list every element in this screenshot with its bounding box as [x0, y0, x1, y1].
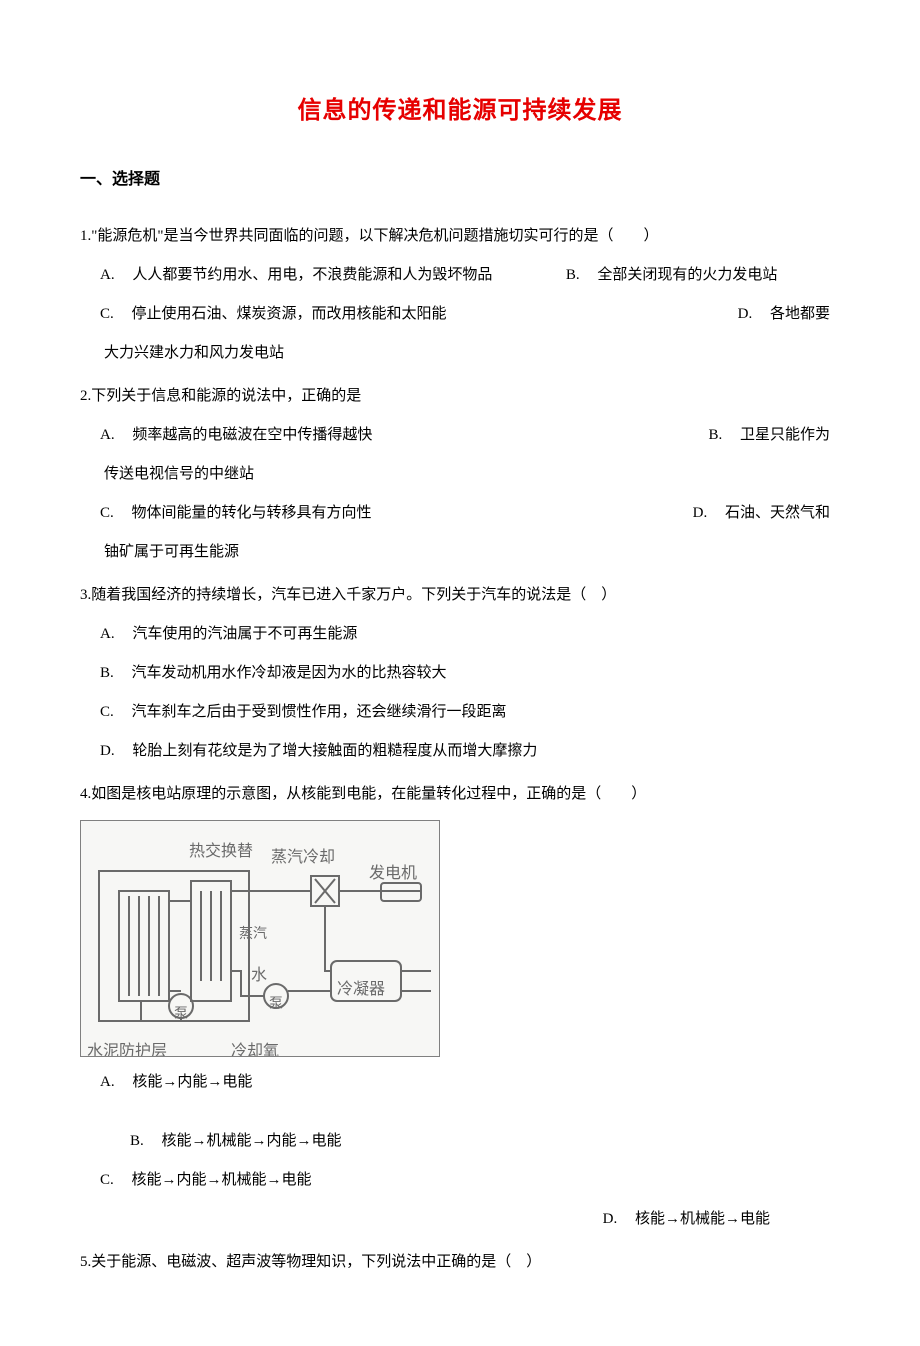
option-b-text: 汽车发动机用水作冷却液是因为水的比热容较大 [132, 665, 447, 681]
option-label-a: A. [100, 626, 115, 642]
option-d-text: 各地都要 [770, 306, 830, 322]
fig-label: 发电机 [369, 853, 417, 895]
option-a-text: 频率越高的电磁波在空中传播得越快 [132, 427, 372, 443]
question-stem: 4.如图是核电站原理的示意图，从核能到电能，在能量转化过程中，正确的是（ ） [80, 775, 840, 814]
question-stem: 1."能源危机"是当今世界共同面临的问题，以下解决危机问题措施切实可行的是（ ） [80, 217, 840, 256]
option-a-text: 人人都要节约用水、用电，不浪费能源和人为毁坏物品 [132, 267, 492, 283]
option-label-b: B. [100, 665, 114, 681]
question-stem: 3.随着我国经济的持续增长，汽车已进入千家万户。下列关于汽车的说法是（ ） [80, 576, 840, 615]
option-row: C. 核能→内能→机械能→电能 [80, 1161, 840, 1200]
question-stem: 2.下列关于信息和能源的说法中，正确的是 [80, 377, 840, 416]
document-page: 信息的传递和能源可持续发展 一、选择题 1."能源危机"是当今世界共同面临的问题… [0, 0, 920, 1346]
option-a-text: 汽车使用的汽油属于不可再生能源 [132, 626, 357, 642]
fig-label: 冷却氧 [231, 1031, 279, 1057]
option-label-a: A. [100, 1074, 115, 1090]
option-row: C. 停止使用石油、煤炭资源，而改用核能和太阳能 D. 各地都要 [80, 295, 840, 334]
option-d-text: 核能→机械能→电能 [635, 1211, 770, 1227]
option-row: D. 轮胎上刻有花纹是为了增大接触面的粗糙程度从而增大摩擦力 [80, 732, 840, 771]
option-d-continuation: 铀矿属于可再生能源 [104, 533, 840, 572]
option-c-text: 核能→内能→机械能→电能 [132, 1172, 312, 1188]
option-a-text: 核能→内能→电能 [132, 1074, 252, 1090]
fig-label: 泵 [269, 987, 283, 1023]
option-label-d: D. [738, 306, 753, 322]
option-label-b: B. [130, 1133, 144, 1149]
fig-label: 水 [251, 955, 267, 997]
question-stem: 5.关于能源、电磁波、超声波等物理知识，下列说法中正确的是（ ） [80, 1243, 840, 1282]
option-row: C. 汽车刹车之后由于受到惯性作用，还会继续滑行一段距离 [80, 693, 840, 732]
option-b-text: 核能→机械能→内能→电能 [162, 1133, 342, 1149]
option-label-a: A. [100, 267, 115, 283]
option-row: A. 核能→内能→电能 [80, 1063, 840, 1102]
option-row: B. 核能→机械能→内能→电能 [80, 1122, 840, 1161]
option-d-text: 轮胎上刻有花纹是为了增大接触面的粗糙程度从而增大摩擦力 [132, 743, 537, 759]
option-label-b: B. [566, 267, 580, 283]
option-label-c: C. [100, 505, 114, 521]
option-label-b: B. [708, 427, 722, 443]
document-title: 信息的传递和能源可持续发展 [80, 90, 840, 125]
question-3: 3.随着我国经济的持续增长，汽车已进入千家万户。下列关于汽车的说法是（ ） A.… [80, 576, 840, 771]
option-b-continuation: 传送电视信号的中继站 [104, 455, 840, 494]
fig-label: 热交换替 [189, 831, 253, 873]
option-row: A. 汽车使用的汽油属于不可再生能源 [80, 615, 840, 654]
option-label-d: D. [603, 1211, 618, 1227]
option-c-text: 物体间能量的转化与转移具有方向性 [132, 505, 372, 521]
option-label-a: A. [100, 427, 115, 443]
option-d-continuation: 大力兴建水力和风力发电站 [104, 334, 840, 373]
question-5: 5.关于能源、电磁波、超声波等物理知识，下列说法中正确的是（ ） [80, 1243, 840, 1282]
question-4: 4.如图是核电站原理的示意图，从核能到电能，在能量转化过程中，正确的是（ ） [80, 775, 840, 1239]
option-c-text: 汽车刹车之后由于受到惯性作用，还会继续滑行一段距离 [132, 704, 507, 720]
question-2: 2.下列关于信息和能源的说法中，正确的是 A. 频率越高的电磁波在空中传播得越快… [80, 377, 840, 572]
section-heading: 一、选择题 [80, 165, 840, 189]
option-label-c: C. [100, 704, 114, 720]
option-d-text: 石油、天然气和 [725, 505, 830, 521]
fig-label: 蒸汽 [239, 917, 267, 953]
option-c-text: 停止使用石油、煤炭资源，而改用核能和太阳能 [132, 306, 447, 322]
option-row: D. 核能→机械能→电能 [80, 1200, 840, 1239]
option-label-c: C. [100, 306, 114, 322]
option-b-text: 全部关闭现有的火力发电站 [597, 267, 777, 283]
option-row: A. 人人都要节约用水、用电，不浪费能源和人为毁坏物品 B. 全部关闭现有的火力… [80, 256, 840, 295]
fig-label: 蒸汽冷却 [271, 837, 335, 879]
option-b-text: 卫星只能作为 [740, 427, 830, 443]
option-row: C. 物体间能量的转化与转移具有方向性 D. 石油、天然气和 [80, 494, 840, 533]
option-label-d: D. [100, 743, 115, 759]
option-row: B. 汽车发动机用水作冷却液是因为水的比热容较大 [80, 654, 840, 693]
fig-label: 冷凝器 [337, 969, 385, 1011]
nuclear-plant-diagram: 热交换替 蒸汽冷却 发电机 蒸汽 水 泵 泵 冷凝器 水泥防护层 冷却氧 [80, 820, 440, 1057]
question-1: 1."能源危机"是当今世界共同面临的问题，以下解决危机问题措施切实可行的是（ ）… [80, 217, 840, 373]
option-label-d: D. [693, 505, 708, 521]
fig-label: 泵 [174, 997, 188, 1033]
fig-label: 水泥防护层 [87, 1031, 167, 1057]
option-row: A. 频率越高的电磁波在空中传播得越快 B. 卫星只能作为 [80, 416, 840, 455]
option-label-c: C. [100, 1172, 114, 1188]
